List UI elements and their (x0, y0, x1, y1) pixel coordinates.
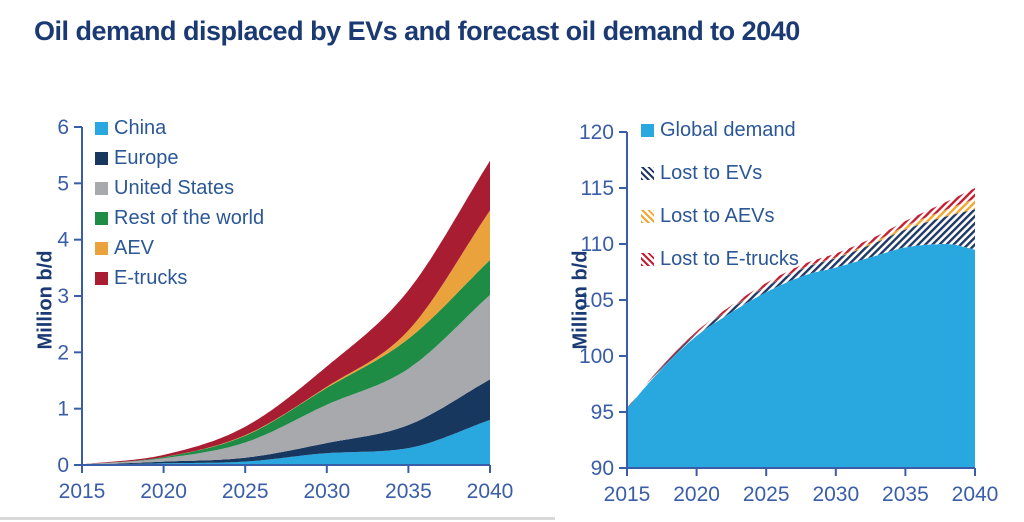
lost-to-aevs-swatch-icon (641, 209, 654, 223)
y-tick-label: 4 (57, 229, 69, 252)
legend: China Europe United States Rest of the w… (95, 117, 264, 297)
x-tick-label: 2040 (467, 480, 514, 503)
x-tick-label: 2040 (952, 483, 999, 506)
y-tick-label: 3 (57, 285, 69, 308)
legend-item-global-demand: Global demand (641, 119, 799, 141)
x-tick-label: 2035 (882, 483, 929, 506)
area-lost-to-evs (627, 209, 975, 409)
area-china (82, 419, 490, 465)
global-demand-plot: 90 95 100 105 110 115 120 2015 2020 2025 2030 2035 2… (579, 121, 999, 506)
legend-label: Global demand (660, 119, 796, 141)
y-tick-label: 2 (57, 341, 69, 364)
x-tick-label: 2025 (222, 480, 269, 503)
legend-item-rest-of-the-world: Rest of the world (95, 207, 264, 229)
area-e-trucks (82, 160, 490, 465)
legend-item-united-states: United States (95, 177, 264, 199)
y-tick-label: 1 (57, 398, 69, 421)
legend-item-lost-to-aevs: Lost to AEVs (641, 205, 799, 227)
aev-swatch-icon (95, 241, 108, 255)
legend-label: Europe (114, 147, 179, 169)
legend-item-lost-to-e-trucks: Lost to E-trucks (641, 248, 799, 270)
x-tick-label: 2015 (59, 480, 106, 503)
y-tick-label: 95 (591, 401, 614, 424)
global-demand-swatch-icon (641, 123, 654, 137)
x-tick-label: 2025 (743, 483, 790, 506)
legend-item-lost-to-evs: Lost to EVs (641, 162, 799, 184)
y-tick-label: 105 (579, 289, 614, 312)
bottom-divider (0, 517, 555, 520)
lost-to-e-trucks-swatch-icon (641, 252, 654, 266)
y-tick-label: 90 (591, 457, 614, 480)
legend-item-e-trucks: E-trucks (95, 267, 264, 289)
area-europe (82, 379, 490, 465)
y-tick-label: 6 (57, 116, 69, 139)
y-tick-label: 5 (57, 172, 69, 195)
x-tick-label: 2035 (385, 480, 432, 503)
y-tick-label: 115 (581, 177, 614, 200)
china-swatch-icon (95, 121, 108, 135)
legend-label: China (114, 117, 167, 139)
legend-item-china: China (95, 117, 264, 139)
x-tick-label: 2020 (140, 480, 187, 503)
rest-of-the-world-swatch-icon (95, 211, 108, 225)
legend-item-aev: AEV (95, 237, 264, 259)
y-tick-label: 0 (57, 454, 69, 477)
lost-to-evs-swatch-icon (641, 166, 654, 180)
legend-label: Lost to EVs (660, 162, 763, 184)
legend-label: Lost to AEVs (660, 205, 775, 227)
legend-label: Lost to E-trucks (660, 248, 799, 270)
area-global-demand (627, 244, 975, 468)
legend-item-europe: Europe (95, 147, 264, 169)
area-united-states (82, 294, 490, 465)
area-aev (82, 210, 490, 465)
e-trucks-swatch-icon (95, 271, 108, 285)
europe-swatch-icon (95, 151, 108, 165)
x-tick-label: 2015 (604, 483, 651, 506)
ev-displacement-chart: 0 1 2 3 4 5 6 2015 2020 2025 2030 2035 2040 Million … (0, 100, 545, 522)
legend: Global demand Lost to EVs Lost to AEVs L… (641, 119, 799, 291)
global-demand-chart: 90 95 100 105 110 115 120 2015 2020 2025 2030 2035 2… (545, 100, 1024, 522)
legend-label: United States (114, 177, 235, 199)
legend-label: E-trucks (114, 267, 188, 289)
legend-label: AEV (114, 237, 155, 259)
area-rest-of-the-world (82, 259, 490, 465)
y-tick-label: 100 (579, 345, 614, 368)
united-states-swatch-icon (95, 181, 108, 195)
area-lost-to-e-trucks (627, 188, 975, 409)
y-tick-label: 110 (581, 233, 614, 256)
y-tick-label: 120 (579, 121, 614, 144)
x-tick-label: 2030 (812, 483, 859, 506)
page-title: Oil demand displaced by EVs and forecast… (34, 16, 800, 46)
legend-label: Rest of the world (114, 207, 265, 229)
x-tick-label: 2020 (673, 483, 720, 506)
ev-displacement-plot: 0 1 2 3 4 5 6 2015 2020 2025 2030 2035 2040 (57, 116, 514, 503)
x-tick-label: 2030 (303, 480, 350, 503)
